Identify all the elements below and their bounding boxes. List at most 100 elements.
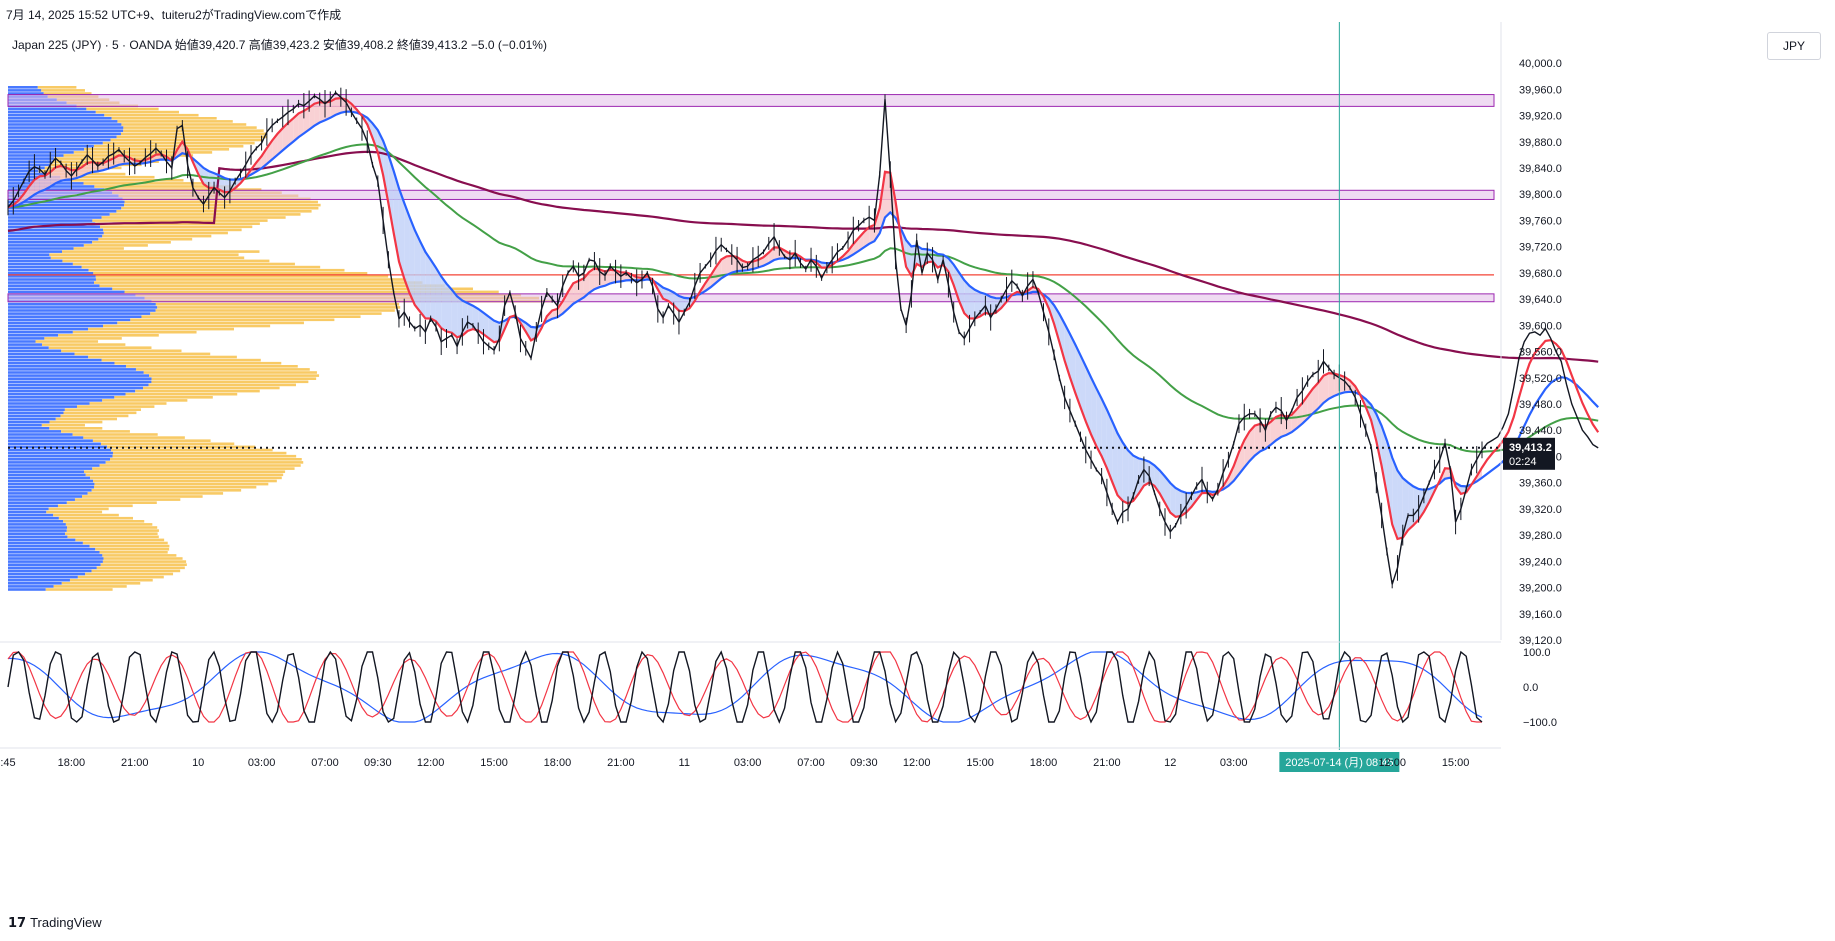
ma-cloud-segment — [430, 259, 436, 322]
vp-bar-sell — [84, 470, 286, 473]
osc-k-line — [7, 650, 1483, 724]
ma-cloud-segment — [208, 171, 215, 188]
vp-bar-buy — [8, 408, 65, 411]
ma-cloud-segment — [303, 107, 310, 134]
vp-bar-buy — [8, 268, 89, 272]
vp-bar-buy — [8, 166, 45, 170]
ma-cloud-segment — [446, 283, 452, 333]
time-axis[interactable]: :45 18:00 21:00 10 03:00 07:00 09:30 12:00 15:00… — [0, 747, 1501, 772]
ma-cloud-segment — [663, 287, 669, 302]
symbol-ohlc-legend[interactable]: Japan 225 (JPY) · 5 · OANDA 始値39,420.7 高… — [12, 38, 547, 52]
crosshair-time-badge — [1279, 752, 1400, 772]
vp-bar-buy — [8, 485, 94, 489]
vp-bar-sell — [93, 479, 277, 483]
ma-cloud-segment — [467, 303, 473, 332]
ma-cloud-segment — [885, 171, 891, 218]
tradingview-brand[interactable]: 𝟭𝟳 TradingView — [8, 915, 102, 931]
vp-bar-sell — [95, 547, 170, 551]
ma-cloud-segment — [1386, 440, 1393, 525]
time-tick-label: 03:00 — [734, 757, 762, 769]
vp-bar-buy — [8, 337, 45, 340]
vp-bar-sell — [72, 262, 295, 266]
time-tick-label: 12:00 — [417, 757, 445, 769]
price-tick-label: 39,720.0 — [1519, 242, 1562, 254]
ma-cloud-segment — [494, 320, 500, 343]
ma-cloud-segment — [869, 224, 875, 244]
vp-bar-sell — [89, 544, 170, 548]
vp-bar-buy — [8, 402, 90, 405]
vp-bar-sell — [123, 129, 264, 132]
vp-bar-buy — [8, 585, 54, 588]
vp-bar-sell — [85, 473, 284, 477]
ma-cloud-segment — [1392, 457, 1398, 539]
ma-cloud-segment — [953, 264, 959, 301]
vp-bar-buy — [8, 250, 63, 253]
vp-bar-buy — [8, 117, 112, 120]
vp-bar-sell — [102, 560, 187, 563]
ma-cloud-segment — [39, 175, 45, 192]
price-tick-label: 39,600.0 — [1519, 320, 1562, 332]
price-tick-label: 39,440.0 — [1519, 425, 1562, 437]
vp-bar-buy — [8, 389, 136, 393]
price-tick-label: 39,520.0 — [1519, 373, 1562, 385]
vp-bar-sell — [85, 572, 174, 576]
vp-bar-buy — [8, 554, 103, 557]
time-tick-label: 21:00 — [1093, 757, 1121, 769]
ma-cloud-segment — [1238, 440, 1245, 475]
vp-bar-buy — [8, 272, 94, 275]
ma-cloud-segment — [335, 98, 341, 115]
ma-cloud-segment — [853, 237, 859, 255]
vp-bar-buy — [8, 569, 92, 573]
ma-cloud-segment — [768, 247, 775, 264]
vp-bar-sell — [95, 110, 179, 114]
ma-cloud-segment — [948, 258, 954, 286]
vp-bar-sell — [82, 541, 168, 545]
vp-bar-sell — [66, 501, 157, 504]
vp-bar-sell — [72, 330, 197, 334]
vp-bar-buy — [8, 358, 102, 362]
vp-bar-buy — [8, 578, 70, 582]
ma-cloud-segment — [1402, 478, 1409, 538]
vp-bar-sell — [94, 281, 423, 284]
osc-tick-label: 100.0 — [1523, 647, 1551, 659]
vp-bar-sell — [110, 458, 302, 461]
ma-cloud-segment — [589, 268, 595, 293]
ma-cloud-segment — [462, 300, 468, 336]
vp-bar-sell — [48, 346, 152, 349]
price-axis[interactable]: 40,000.0 39,960.0 39,920.0 39,880.0 39,840.0… — [1500, 22, 1562, 647]
vp-bar-buy — [8, 513, 54, 517]
vp-bar-buy — [8, 340, 36, 343]
vp-bar-buy — [8, 287, 113, 291]
price-tick-label: 39,680.0 — [1519, 268, 1562, 280]
resistance-zone — [7, 94, 1495, 107]
ma-cloud-segment — [583, 272, 590, 298]
vp-bar-sell — [116, 210, 312, 213]
vp-bar-sell — [105, 461, 304, 464]
ma-cloud-segment — [1054, 305, 1060, 342]
ma-cloud-segment — [1180, 491, 1187, 516]
ma-cloud-segment — [774, 247, 780, 260]
time-tick-label: 12 — [1164, 757, 1176, 769]
vp-bar-sell — [64, 408, 141, 411]
vp-bar-sell — [74, 498, 181, 501]
vp-bar-buy — [8, 476, 91, 480]
brand-label: TradingView — [30, 915, 102, 930]
ma-cloud-segment — [324, 101, 331, 121]
vp-bar-sell — [60, 414, 129, 418]
vp-bar-buy — [8, 225, 101, 229]
vp-bar-sell — [124, 203, 321, 207]
currency-button[interactable]: JPY — [1767, 32, 1821, 60]
vp-bar-buy — [8, 365, 127, 368]
vp-bar-sell — [88, 355, 237, 359]
vp-bar-buy — [8, 92, 44, 95]
price-tick-label: 39,760.0 — [1519, 215, 1562, 227]
vp-bar-sell — [102, 399, 188, 402]
vp-bar-buy — [8, 551, 100, 554]
vp-bar-buy — [8, 544, 90, 548]
price-tick-label: 39,560.0 — [1519, 347, 1562, 359]
ma-cloud-segment — [1075, 344, 1081, 408]
vp-bar-sell — [90, 476, 282, 480]
price-tick-label: 39,120.0 — [1519, 635, 1562, 647]
vp-bar-sell — [83, 436, 185, 439]
